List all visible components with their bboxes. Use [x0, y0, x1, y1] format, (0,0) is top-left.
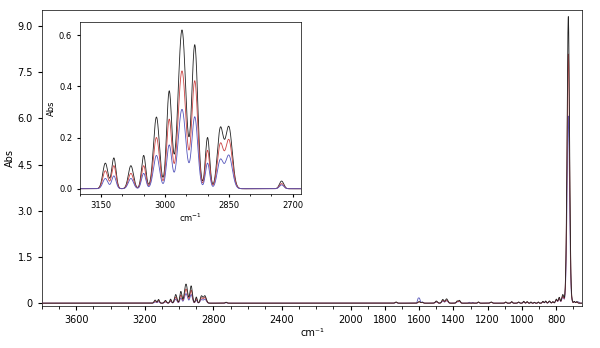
- X-axis label: cm⁻¹: cm⁻¹: [300, 328, 324, 338]
- Y-axis label: Abs: Abs: [5, 149, 14, 167]
